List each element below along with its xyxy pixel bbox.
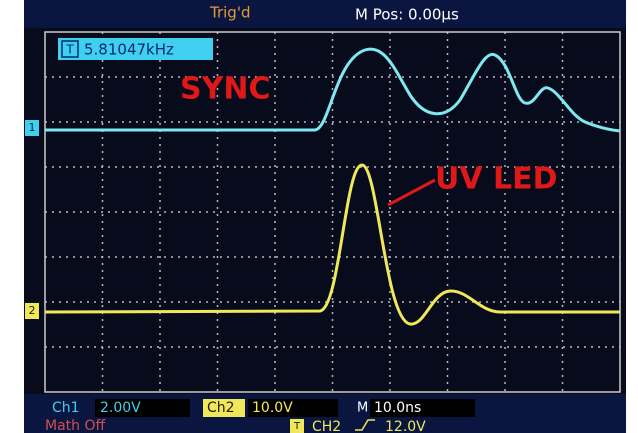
timebase-label: M <box>357 401 368 416</box>
screen-background <box>24 0 626 433</box>
horizontal-position: M Pos: 0.00µs <box>355 6 459 24</box>
ch1-label: Ch1 <box>52 400 80 416</box>
frequency-value: 5.81047kHz <box>84 41 174 59</box>
top-bar <box>24 0 626 28</box>
timebase-scale: 10.0ns <box>374 400 421 416</box>
annotation: SYNC <box>180 72 270 107</box>
oscilloscope-screen: Trig'd M Pos: 0.00µs T 5.81047kHz SYNC U… <box>0 0 638 433</box>
ch2-scale: 10.0V <box>252 400 293 416</box>
frequency-icon: T <box>65 43 74 57</box>
ch1-scale: 2.00V <box>100 400 141 416</box>
ch2-label: Ch2 <box>207 400 235 416</box>
trigger-status: Trig'd <box>209 4 250 22</box>
math-status: Math Off <box>45 418 105 433</box>
trigger-source: CH2 <box>312 419 341 433</box>
trigger-icon: T <box>293 421 301 432</box>
ch1-marker-label: 1 <box>29 121 36 134</box>
page: Trig'd M Pos: 0.00µs T 5.81047kHz SYNC U… <box>0 0 638 433</box>
annotation: UV LED <box>435 162 558 197</box>
ch2-marker-label: 2 <box>29 304 36 317</box>
trigger-level: 12.0V <box>385 419 426 433</box>
